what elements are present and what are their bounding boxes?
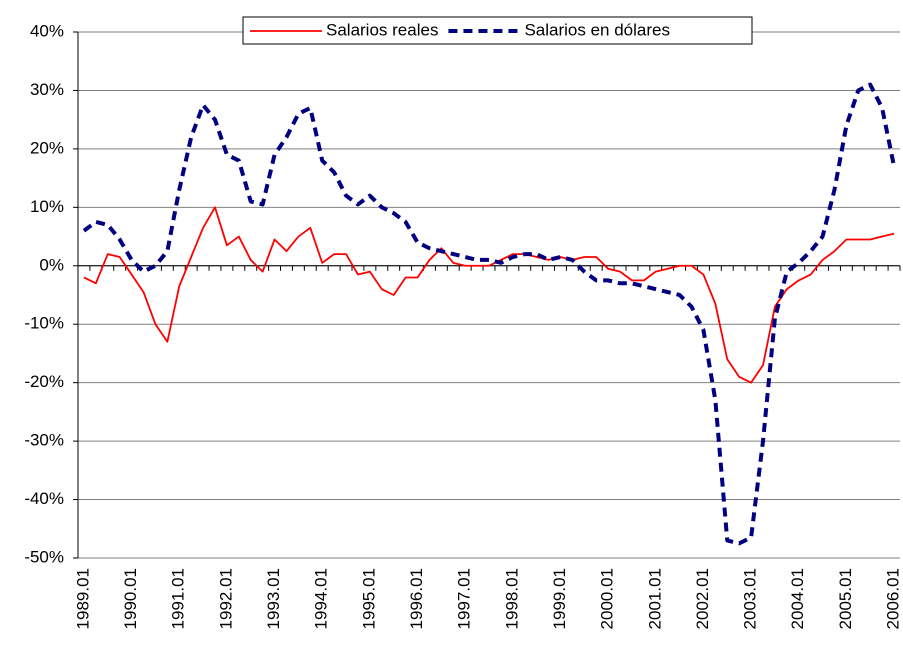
y-tick-label: -50% (24, 547, 64, 566)
x-tick-label: 2004.01 (788, 568, 807, 629)
x-tick-label: 1996.01 (407, 568, 426, 629)
y-tick-label: -20% (24, 372, 64, 391)
x-tick-label: 2006.01 (884, 568, 903, 629)
y-tick-label: 20% (30, 138, 64, 157)
x-tick-label: 2005.01 (836, 568, 855, 629)
x-tick-label: 1998.01 (502, 568, 521, 629)
x-tick-label: 1989.01 (73, 568, 92, 629)
x-tick-label: 1994.01 (312, 568, 331, 629)
y-tick-label: -10% (24, 314, 64, 333)
x-tick-label: 1993.01 (264, 568, 283, 629)
x-tick-label: 2001.01 (645, 568, 664, 629)
x-tick-label: 1995.01 (359, 568, 378, 629)
x-tick-label: 2002.01 (693, 568, 712, 629)
y-tick-label: 30% (30, 80, 64, 99)
x-tick-label: 1992.01 (216, 568, 235, 629)
legend-label: Salarios en dólares (524, 20, 670, 39)
y-tick-label: 40% (30, 21, 64, 40)
x-tick-label: 1990.01 (121, 568, 140, 629)
y-tick-label: 10% (30, 197, 64, 216)
y-tick-label: -30% (24, 431, 64, 450)
y-tick-label: 0% (39, 255, 64, 274)
x-tick-label: 2003.01 (741, 568, 760, 629)
x-tick-label: 1999.01 (550, 568, 569, 629)
legend-label: Salarios reales (326, 20, 438, 39)
x-tick-label: 1991.01 (169, 568, 188, 629)
y-tick-label: -40% (24, 489, 64, 508)
line-series (82, 82, 897, 546)
x-tick-label: 1997.01 (455, 568, 474, 629)
x-tick-label: 2000.01 (598, 568, 617, 629)
line-series (83, 206, 895, 384)
legend: Salarios reales Salarios en dólares (242, 16, 753, 45)
